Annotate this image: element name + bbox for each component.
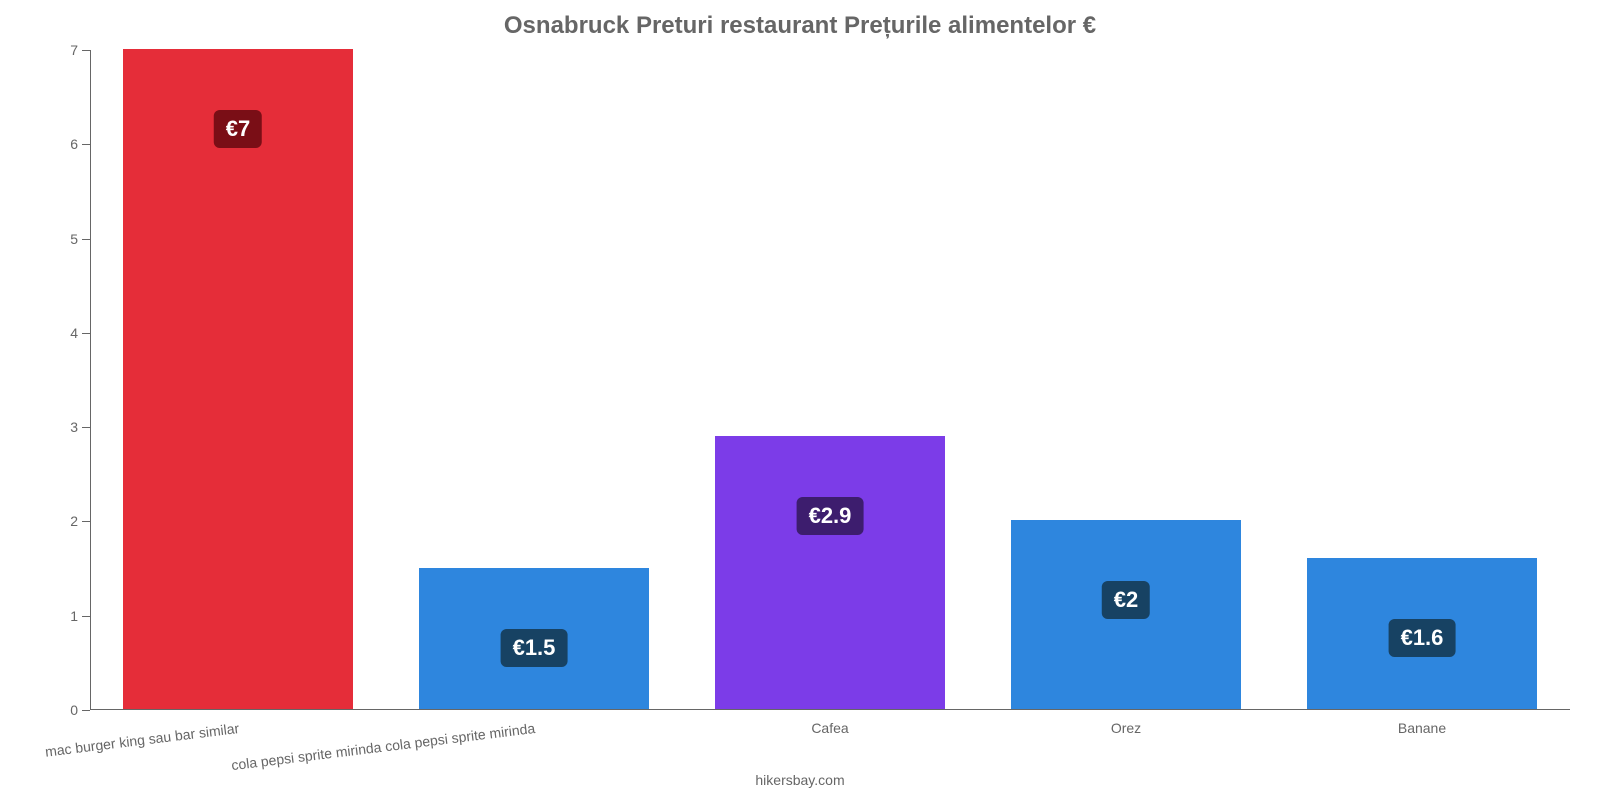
price-bar-chart: Osnabruck Preturi restaurant Prețurile a… [0, 0, 1600, 800]
y-tick-label: 6 [70, 136, 78, 152]
y-tick-label: 0 [70, 702, 78, 718]
value-badge: €2 [1102, 581, 1150, 619]
y-tick-label: 7 [70, 42, 78, 58]
bar-slot: €2Orez [978, 50, 1274, 710]
y-tick [82, 50, 90, 51]
y-tick [82, 239, 90, 240]
x-tick-label: Cafea [811, 720, 848, 736]
bars-region: €7mac burger king sau bar similar€1.5col… [90, 50, 1570, 710]
bar [123, 49, 354, 709]
y-tick [82, 427, 90, 428]
bar-slot: €2.9Cafea [682, 50, 978, 710]
y-tick-label: 1 [70, 608, 78, 624]
bar [715, 436, 946, 709]
attribution-text: hikersbay.com [0, 772, 1600, 788]
value-badge: €1.6 [1389, 619, 1456, 657]
plot-area: €7mac burger king sau bar similar€1.5col… [90, 50, 1570, 710]
chart-title: Osnabruck Preturi restaurant Prețurile a… [0, 12, 1600, 40]
bar-slot: €1.5cola pepsi sprite mirinda cola pepsi… [386, 50, 682, 710]
y-tick [82, 616, 90, 617]
y-tick [82, 521, 90, 522]
y-tick-label: 2 [70, 513, 78, 529]
value-badge: €1.5 [501, 629, 568, 667]
x-tick-label: cola pepsi sprite mirinda cola pepsi spr… [230, 720, 535, 773]
x-tick-label: mac burger king sau bar similar [44, 720, 240, 760]
x-tick-label: Banane [1398, 720, 1446, 736]
y-tick [82, 144, 90, 145]
value-badge: €2.9 [797, 497, 864, 535]
bar-slot: €1.6Banane [1274, 50, 1570, 710]
y-tick-label: 3 [70, 419, 78, 435]
y-tick-label: 4 [70, 325, 78, 341]
y-tick-label: 5 [70, 231, 78, 247]
bar-slot: €7mac burger king sau bar similar [90, 50, 386, 710]
x-tick-label: Orez [1111, 720, 1141, 736]
y-tick [82, 710, 90, 711]
y-tick [82, 333, 90, 334]
value-badge: €7 [214, 110, 262, 148]
